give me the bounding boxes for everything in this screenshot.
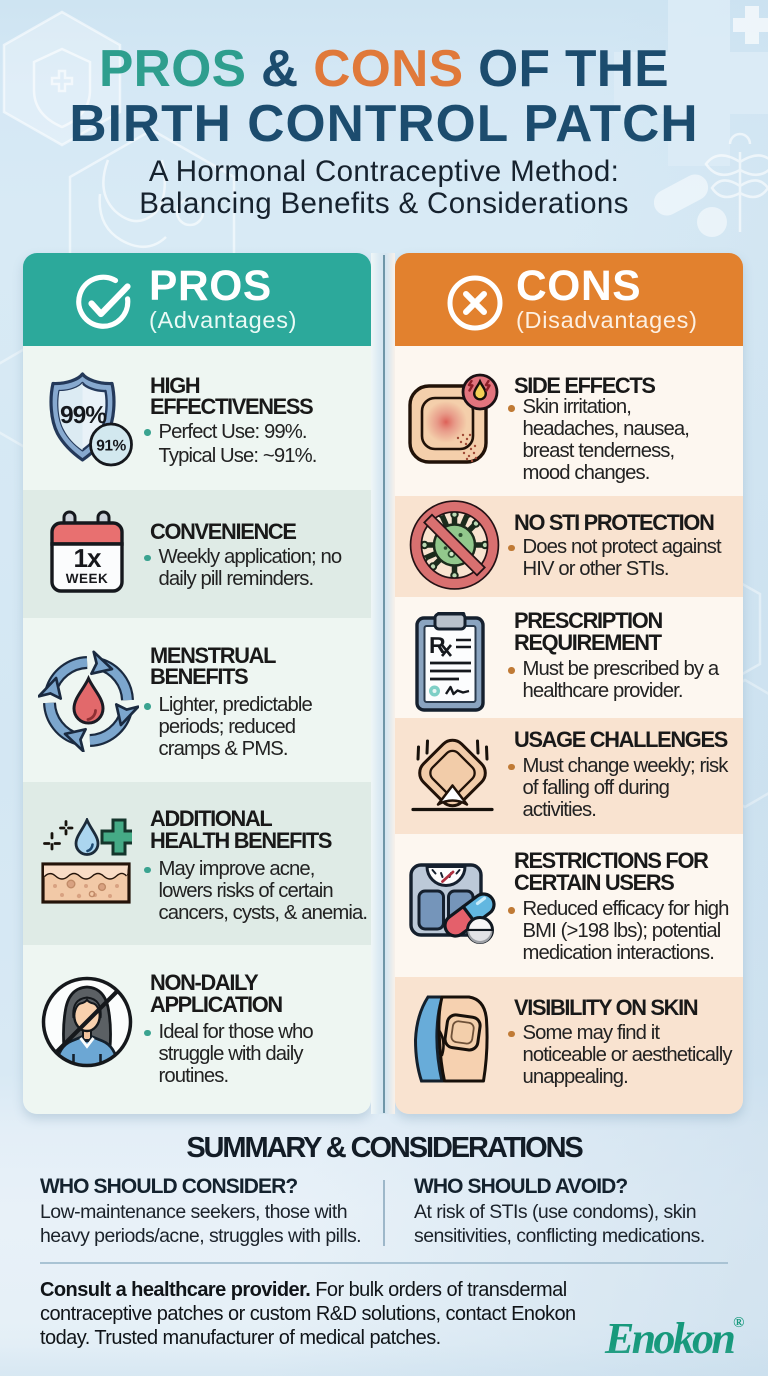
svg-text:WEEK: WEEK bbox=[66, 571, 109, 586]
svg-text:99%: 99% bbox=[60, 402, 107, 429]
svg-text:R: R bbox=[429, 632, 446, 658]
svg-text:91%: 91% bbox=[96, 437, 126, 454]
svg-text:1x: 1x bbox=[74, 543, 103, 573]
